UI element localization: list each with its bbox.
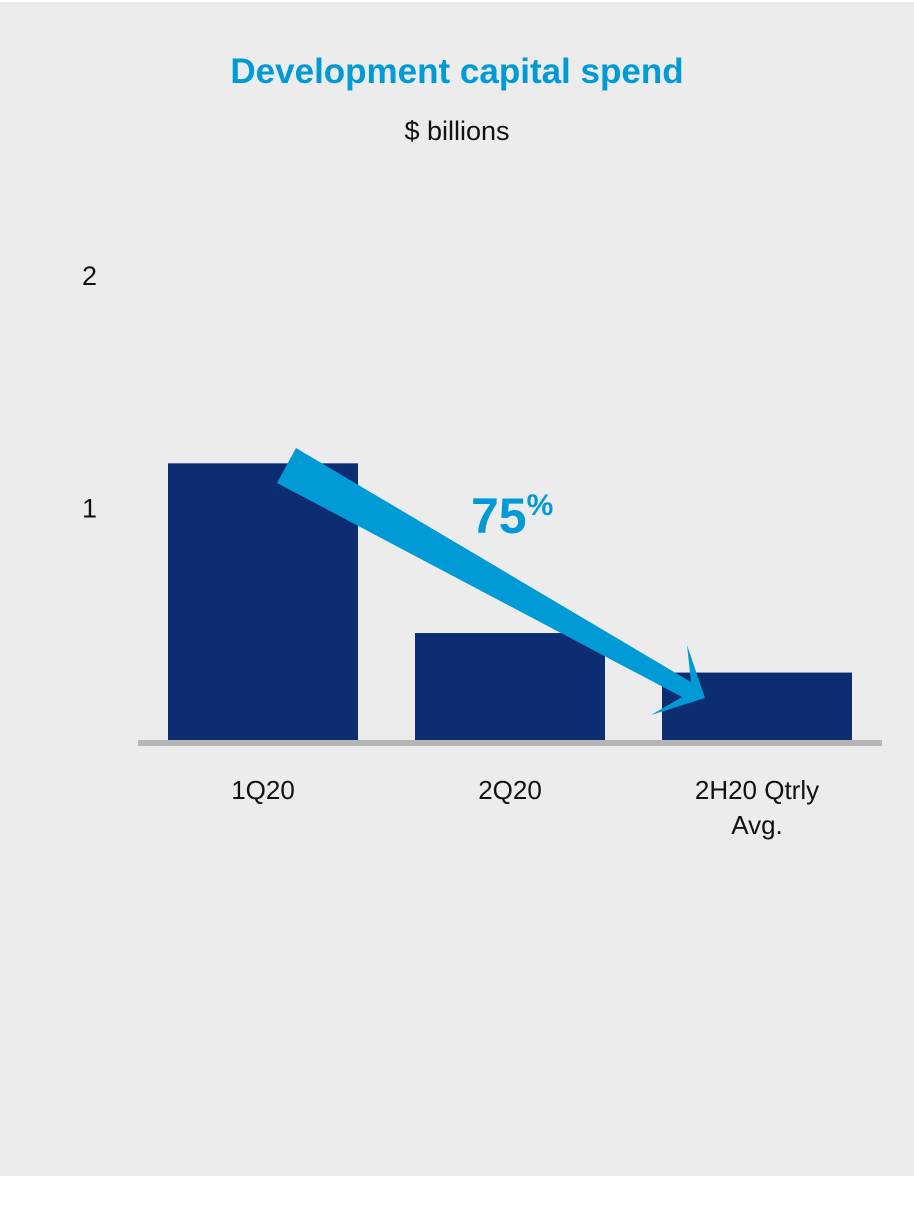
chart-panel [0,2,914,1176]
bar [415,633,605,740]
decline-percent-label: 75% [471,488,553,544]
x-category-label: Avg. [731,810,783,840]
chart-subtitle: $ billions [404,116,510,146]
y-tick-label: 2 [82,261,97,291]
decline-arrow-icon [277,448,705,715]
x-category-label: 1Q20 [231,775,295,805]
decline-percent-suffix: % [527,489,554,522]
chart-title: Development capital spend [230,52,684,91]
bar [168,463,358,740]
decline-percent-value: 75 [471,488,527,544]
y-tick-label: 1 [82,494,97,524]
x-category-label: 2Q20 [478,775,542,805]
decline-annotation: 75% [277,448,705,715]
x-category-label: 2H20 Qtrly [695,775,819,805]
